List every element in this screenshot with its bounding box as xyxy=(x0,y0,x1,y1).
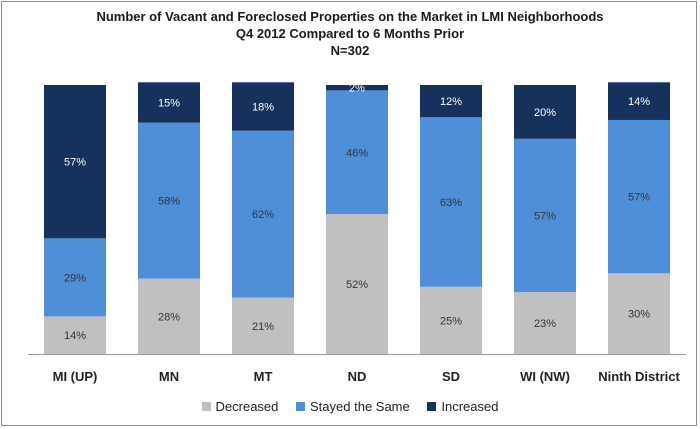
legend: Decreased Stayed the Same Increased xyxy=(0,399,700,414)
data-label-0-6: 30% xyxy=(628,309,650,321)
x-tick-label-4: SD xyxy=(442,369,460,384)
data-label-1-2: 62% xyxy=(252,209,274,221)
x-tick-label-5: WI (NW) xyxy=(520,369,570,384)
x-tick-label-3: ND xyxy=(348,369,367,384)
data-label-1-0: 29% xyxy=(64,272,86,284)
data-label-2-5: 20% xyxy=(534,107,556,119)
data-label-1-4: 63% xyxy=(440,197,462,209)
bar-segment-2-6 xyxy=(608,82,670,120)
bar-segment-0-5 xyxy=(514,292,576,354)
legend-swatch-stayed xyxy=(296,402,306,411)
data-label-1-6: 57% xyxy=(628,192,650,204)
bar-segment-1-0 xyxy=(44,238,106,317)
bar-segment-1-1 xyxy=(138,122,200,279)
legend-item-increased: Increased xyxy=(427,399,498,414)
legend-swatch-increased xyxy=(427,402,437,411)
data-label-2-2: 18% xyxy=(252,102,274,114)
x-tick-label-6: Ninth District xyxy=(598,369,680,384)
bar-segment-2-2 xyxy=(232,82,294,131)
bar-segment-1-2 xyxy=(232,130,294,298)
data-label-2-4: 12% xyxy=(440,96,462,108)
legend-label-increased: Increased xyxy=(441,399,499,414)
bar-segment-1-6 xyxy=(608,119,670,274)
bar-segment-2-4 xyxy=(420,85,482,118)
data-label-1-3: 46% xyxy=(346,147,368,159)
x-tick-label-0: MI (UP) xyxy=(53,369,98,384)
bar-segment-2-0 xyxy=(44,85,106,239)
data-label-0-0: 14% xyxy=(64,330,86,342)
data-label-1-1: 58% xyxy=(158,196,180,208)
data-label-2-6: 14% xyxy=(628,96,650,108)
data-label-1-5: 57% xyxy=(534,210,556,222)
bar-segment-0-6 xyxy=(608,273,670,354)
data-label-0-4: 25% xyxy=(440,315,462,327)
bar-segment-2-5 xyxy=(514,85,576,139)
data-label-0-5: 23% xyxy=(534,318,556,330)
bar-segment-0-0 xyxy=(44,316,106,354)
chart-subtitle-n: N=302 xyxy=(330,43,370,58)
bar-segment-0-3 xyxy=(326,214,388,354)
data-label-0-3: 52% xyxy=(346,279,368,291)
legend-item-stayed: Stayed the Same xyxy=(296,399,410,414)
bar-segment-0-2 xyxy=(232,297,294,354)
bar-segment-0-1 xyxy=(138,278,200,354)
data-label-0-1: 28% xyxy=(158,311,180,323)
chart-title: Number of Vacant and Foreclosed Properti… xyxy=(96,9,604,24)
bar-segment-1-4 xyxy=(420,117,482,287)
data-label-2-0: 57% xyxy=(64,157,86,169)
legend-swatch-decreased xyxy=(201,402,211,411)
bar-segment-1-3 xyxy=(326,90,388,215)
bar-segment-2-1 xyxy=(138,82,200,123)
data-label-2-3: 2% xyxy=(349,83,365,95)
chart-subtitle: Q4 2012 Compared to 6 Months Prior xyxy=(235,26,465,41)
bar-segment-1-5 xyxy=(514,138,576,293)
legend-label-stayed: Stayed the Same xyxy=(310,399,410,414)
data-label-2-1: 15% xyxy=(158,97,180,109)
x-tick-label-1: MN xyxy=(159,369,179,384)
bar-segment-2-3 xyxy=(326,85,388,91)
legend-label-decreased: Decreased xyxy=(215,399,279,414)
chart-titles: Number of Vacant and Foreclosed Properti… xyxy=(0,8,700,59)
legend-item-decreased: Decreased xyxy=(201,399,279,414)
bar-segment-0-4 xyxy=(420,286,482,354)
x-tick-label-2: MT xyxy=(254,369,273,384)
data-label-0-2: 21% xyxy=(252,321,274,333)
